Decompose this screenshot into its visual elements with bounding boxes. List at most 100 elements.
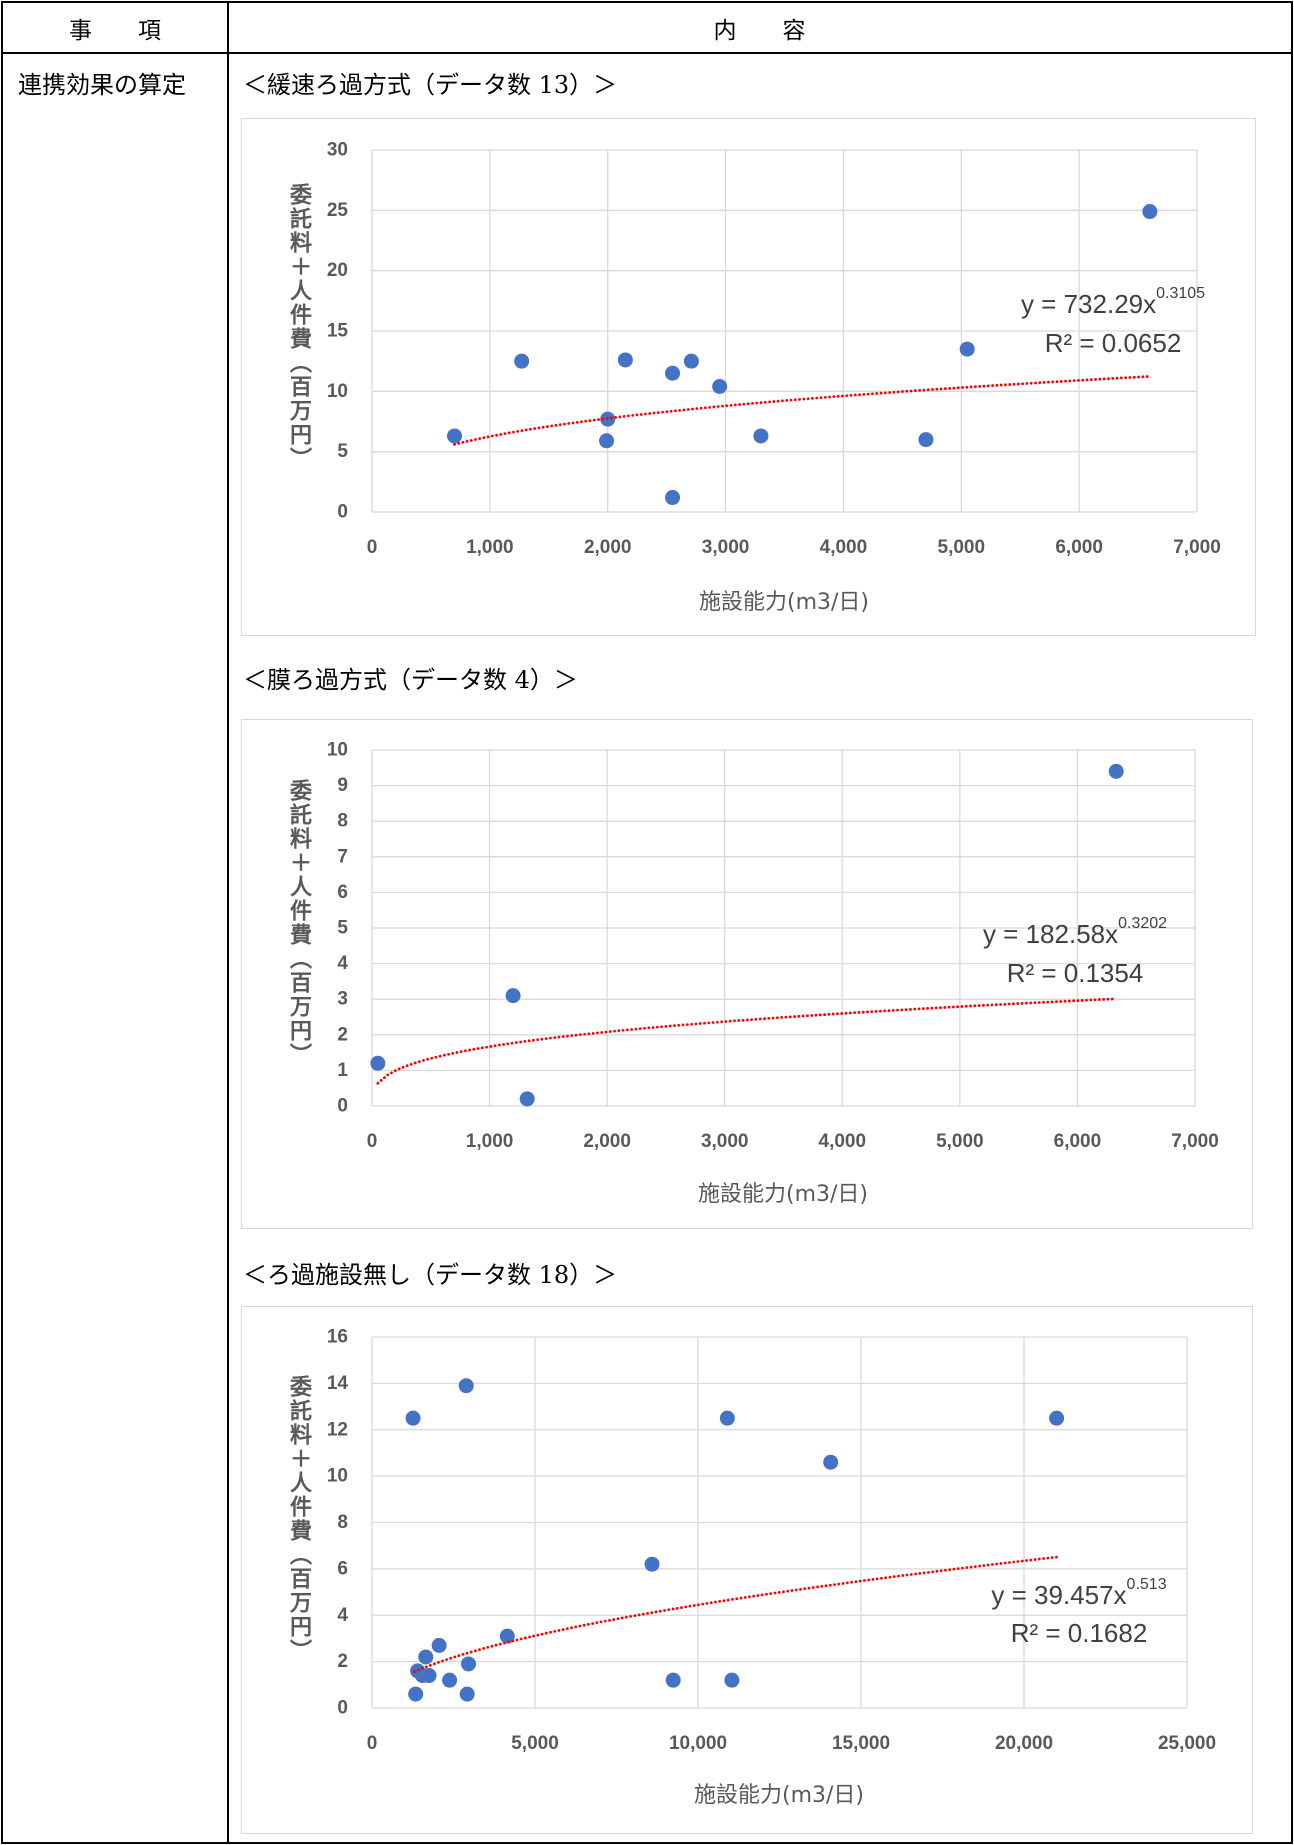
header-divider — [1, 52, 1293, 54]
equation-base: y = 39.457x — [991, 1580, 1127, 1610]
y-tick-label: 4 — [337, 953, 348, 974]
data-point — [599, 433, 615, 449]
column-divider — [227, 1, 229, 1844]
data-point — [514, 353, 530, 369]
x-tick-label: 10,000 — [669, 1733, 727, 1754]
trendline — [412, 1555, 1058, 1674]
data-point — [459, 1686, 475, 1702]
y-axis-title: 委託料＋人件費（百万円） — [286, 779, 311, 1067]
x-axis-title: 施設能力(m3/日) — [697, 1182, 869, 1207]
data-point — [442, 1672, 458, 1688]
data-point — [447, 428, 462, 444]
equation-exponent: 0.3105 — [1156, 285, 1206, 302]
trendline-equation: y = 732.29x0.3105 — [1020, 286, 1205, 320]
y-tick-label: 8 — [337, 811, 348, 832]
x-tick-label: 0 — [367, 1733, 378, 1754]
data-point — [753, 428, 769, 444]
data-point — [1108, 763, 1124, 779]
y-tick-label: 7 — [337, 846, 348, 867]
equation-base: y = 182.58x — [982, 919, 1119, 949]
y-tick-label: 10 — [327, 381, 348, 402]
x-tick-label: 5,000 — [511, 1733, 559, 1754]
trendline-r2: R² = 0.1354 — [1006, 958, 1144, 988]
chart-membrane-filtration: 0 1 2 3 4 5 6 7 8 9 10 0 1,000 2,000 3,000 4,000 5,000 6,… — [241, 719, 1253, 1229]
trendline-r2: R² = 0.1682 — [1010, 1618, 1148, 1648]
y-tick-label: 2 — [337, 1651, 348, 1672]
data-point — [918, 432, 934, 448]
plot-area: 0 2 4 6 8 10 12 14 16 0 5,000 10,000 15,000 20,000 25,… — [327, 1327, 1216, 1755]
data-point — [1049, 1410, 1065, 1426]
x-tick-label: 3,000 — [701, 1131, 749, 1152]
x-tick-label: 6,000 — [1054, 1131, 1102, 1152]
y-axis-title: 委託料＋人件費（百万円） — [286, 183, 311, 471]
y-tick-label: 5 — [337, 441, 348, 462]
plot-area: 0 5 10 15 20 25 30 0 1,000 2,000 3,000 4,000 5,000 6,… — [327, 140, 1221, 559]
x-tick-label: 7,000 — [1171, 1131, 1219, 1152]
data-point — [665, 1672, 681, 1688]
y-tick-label: 0 — [337, 1096, 348, 1117]
y-tick-label: 0 — [337, 1698, 348, 1719]
data-point — [644, 1556, 660, 1572]
y-tick-label: 16 — [327, 1327, 348, 1348]
chart-no-filtration: 0 2 4 6 8 10 12 14 16 0 5,000 10,000 15,000 20,000 25,… — [241, 1306, 1253, 1834]
x-tick-label: 25,000 — [1158, 1733, 1216, 1754]
y-tick-label: 20 — [327, 260, 348, 281]
x-tick-label: 5,000 — [938, 537, 986, 558]
x-tick-label: 4,000 — [819, 1131, 867, 1152]
header-content: 内 容 — [713, 18, 806, 44]
x-tick-label: 3,000 — [702, 537, 750, 558]
y-tick-label: 1 — [337, 1060, 348, 1081]
data-point — [431, 1637, 447, 1653]
data-point — [408, 1686, 424, 1702]
x-tick-label: 1,000 — [466, 1131, 514, 1152]
item-label: 連携効果の算定 — [18, 71, 186, 99]
x-tick-label: 1,000 — [466, 537, 514, 558]
equation-exponent: 0.3202 — [1118, 915, 1168, 932]
equation-exponent: 0.513 — [1126, 1576, 1167, 1593]
plot-area: 0 1 2 3 4 5 6 7 8 9 10 0 1,000 2,000 3,000 4,000 5,000 6,… — [327, 740, 1219, 1153]
x-axis-title: 施設能力(m3/日) — [698, 590, 870, 615]
data-point — [421, 1668, 437, 1684]
data-point — [458, 1378, 474, 1394]
x-tick-label: 6,000 — [1055, 537, 1103, 558]
y-tick-label: 10 — [327, 740, 348, 761]
x-tick-label: 20,000 — [995, 1733, 1053, 1754]
y-tick-label: 6 — [337, 882, 348, 903]
y-tick-label: 2 — [337, 1024, 348, 1045]
y-tick-label: 0 — [337, 502, 348, 523]
data-point — [724, 1672, 740, 1688]
data-point — [499, 1628, 515, 1644]
x-axis-title: 施設能力(m3/日) — [693, 1783, 865, 1808]
x-tick-label: 2,000 — [584, 537, 632, 558]
data-point — [519, 1091, 535, 1107]
y-tick-label: 9 — [337, 775, 348, 796]
y-tick-label: 8 — [337, 1512, 348, 1533]
data-point — [370, 1055, 386, 1071]
chart-slow-sand-filtration: 0 5 10 15 20 25 30 0 1,000 2,000 3,000 4,000 5,000 6,… — [241, 118, 1256, 636]
x-tick-label: 0 — [367, 537, 378, 558]
y-tick-label: 4 — [337, 1605, 348, 1626]
x-tick-label: 4,000 — [820, 537, 868, 558]
data-point — [683, 353, 699, 369]
y-tick-label: 25 — [327, 200, 349, 221]
data-point — [959, 341, 975, 357]
equation-base: y = 732.29x — [1020, 289, 1157, 319]
data-point — [405, 1410, 421, 1426]
x-tick-label: 2,000 — [583, 1131, 631, 1152]
section-title-slow-sand: ＜緩速ろ過方式（データ数 13）＞ — [243, 71, 618, 99]
trendline-r2: R² = 0.0652 — [1044, 328, 1182, 358]
data-point — [505, 988, 521, 1004]
y-tick-label: 3 — [337, 989, 348, 1010]
y-tick-label: 5 — [337, 918, 348, 939]
x-tick-label: 15,000 — [832, 1733, 890, 1754]
y-tick-label: 30 — [327, 140, 348, 161]
data-point — [1142, 204, 1158, 220]
header-item: 事 項 — [69, 18, 161, 44]
y-tick-label: 12 — [327, 1419, 348, 1440]
y-tick-label: 15 — [327, 321, 349, 342]
x-tick-label: 7,000 — [1173, 537, 1221, 558]
data-point — [665, 365, 681, 381]
y-axis-title: 委託料＋人件費（百万円） — [286, 1375, 311, 1663]
